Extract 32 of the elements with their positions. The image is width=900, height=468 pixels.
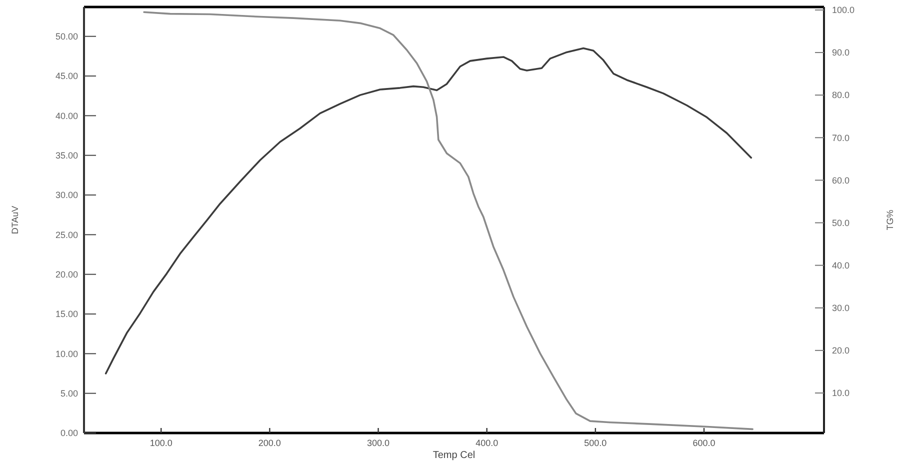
x-axis-title: Temp Cel <box>432 450 476 461</box>
y2-tick-label: 80.0 <box>832 90 850 100</box>
y-tick-label: 35.00 <box>55 150 78 160</box>
x-tick-label: 400.0 <box>476 438 498 448</box>
x-tick-label: 300.0 <box>366 438 390 448</box>
y2-tick-label: 50.0 <box>832 218 850 228</box>
y2-tick-label: 70.0 <box>832 132 850 143</box>
x-tick-label: 100.0 <box>150 438 172 448</box>
y-tick-label: 5.00 <box>60 388 78 398</box>
y2-tick-label: 20.0 <box>832 346 850 356</box>
x-tick-label: 500.0 <box>584 438 607 448</box>
x-tick-label: 600.0 <box>692 438 716 448</box>
y2-tick-label: 30.0 <box>832 303 850 314</box>
y-tick-label: 40.00 <box>55 110 78 121</box>
y2-tick-label: 60.0 <box>832 175 850 186</box>
y-tick-label: 20.00 <box>55 269 78 280</box>
line-series <box>143 11 754 430</box>
y2-axis-title: TG% <box>885 210 895 230</box>
y-tick-label: 15.00 <box>55 309 78 320</box>
y2-tick-label: 90.0 <box>832 48 850 58</box>
y-tick-label: 10.00 <box>55 348 78 359</box>
y-tick-label: 45.00 <box>55 71 78 82</box>
x-tick-label: 200.0 <box>258 438 281 448</box>
y2-tick-label: 10.0 <box>832 388 850 398</box>
y-axis-title: DTAuV <box>10 206 20 234</box>
y-tick-label: 0.00 <box>60 428 78 438</box>
y2-tick-label: 100.0 <box>832 5 855 16</box>
line-series <box>104 47 752 374</box>
y2-tick-label: 40.0 <box>832 260 850 270</box>
y-tick-label: 25.00 <box>55 230 78 240</box>
y-tick-label: 30.00 <box>55 190 78 200</box>
y-tick-label: 50.00 <box>55 32 78 42</box>
